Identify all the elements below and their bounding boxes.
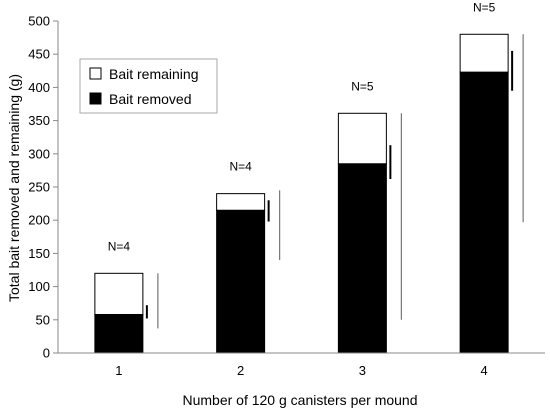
sample-size-label: N=4: [229, 160, 252, 174]
bars-group: [94, 33, 509, 354]
y-tick-label: 250: [28, 180, 50, 195]
y-axis: 0 50 100 150 200 250 300 350 400 450 500: [28, 14, 58, 361]
bar-remaining: [459, 33, 509, 73]
legend: Bait remaining Bait removed: [79, 58, 218, 114]
legend-swatch-bait-removed: [89, 92, 102, 105]
legend-label-bait-remaining: Bait remaining: [109, 66, 199, 82]
bar-remaining: [216, 193, 266, 211]
bar-removed: [337, 163, 387, 354]
y-tick-label: 200: [28, 213, 50, 228]
y-tick-label: 50: [36, 312, 50, 327]
x-axis-title: Number of 120 g canisters per mound: [182, 392, 417, 408]
sample-size-label: N=5: [473, 0, 496, 14]
bar-removed: [459, 71, 509, 354]
y-tick-label: 300: [28, 146, 50, 161]
y-tick-label: 350: [28, 113, 50, 128]
bar-removed: [94, 313, 144, 354]
y-tick-label: 0: [43, 346, 50, 361]
sample-size-labels: N=4 N=4 N=5 N=5: [108, 0, 496, 253]
y-tick-label: 500: [28, 14, 50, 29]
bar-removed: [216, 209, 266, 354]
x-axis: 1 2 3 4: [115, 363, 487, 378]
sample-size-label: N=4: [108, 239, 131, 253]
legend-swatch-bait-remaining: [89, 67, 102, 80]
x-tick-label: 1: [115, 363, 122, 378]
x-tick-label: 2: [237, 363, 244, 378]
bar-remaining: [94, 272, 144, 315]
sample-size-label: N=5: [351, 79, 374, 93]
bar-remaining: [337, 112, 387, 165]
y-tick-label: 400: [28, 80, 50, 95]
x-tick-label: 3: [359, 363, 366, 378]
legend-label-bait-removed: Bait removed: [109, 91, 191, 107]
y-tick-label: 150: [28, 246, 50, 261]
legend-frame: [79, 58, 218, 114]
y-tick-label: 450: [28, 47, 50, 62]
y-axis-title: Total bait removed and remaining (g): [6, 74, 22, 302]
y-tick-label: 100: [28, 279, 50, 294]
x-tick-label: 4: [481, 363, 488, 378]
error-bars-group: [145, 34, 524, 329]
